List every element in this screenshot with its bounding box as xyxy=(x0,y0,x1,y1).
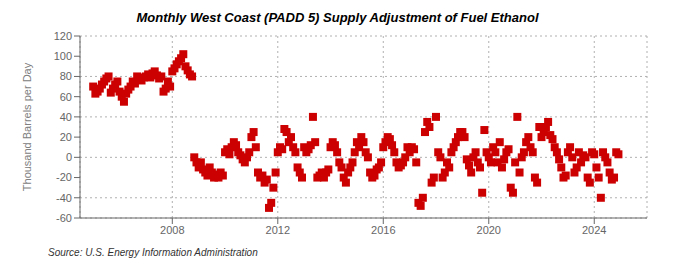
svg-text:-20: -20 xyxy=(56,171,72,183)
svg-text:120: 120 xyxy=(54,30,72,42)
svg-text:60: 60 xyxy=(60,91,72,103)
svg-text:-60: -60 xyxy=(56,212,72,224)
svg-text:2012: 2012 xyxy=(266,224,290,236)
svg-text:2024: 2024 xyxy=(582,224,606,236)
svg-text:2020: 2020 xyxy=(477,224,501,236)
svg-text:0: 0 xyxy=(66,151,72,163)
svg-text:80: 80 xyxy=(60,70,72,82)
svg-text:Thousand Barrels per Day: Thousand Barrels per Day xyxy=(21,62,33,191)
svg-text:2008: 2008 xyxy=(160,224,184,236)
html-text:Source: U.S. Energy Informatio: Source: U.S. Energy Information Administ… xyxy=(48,247,258,258)
svg-text:2016: 2016 xyxy=(371,224,395,236)
svg-text:20: 20 xyxy=(60,131,72,143)
svg-text:-40: -40 xyxy=(56,192,72,204)
svg-text:40: 40 xyxy=(60,111,72,123)
html-text:Monthly West Coast (PADD 5) Su: Monthly West Coast (PADD 5) Supply Adjus… xyxy=(136,10,539,25)
svg-text:100: 100 xyxy=(54,50,72,62)
